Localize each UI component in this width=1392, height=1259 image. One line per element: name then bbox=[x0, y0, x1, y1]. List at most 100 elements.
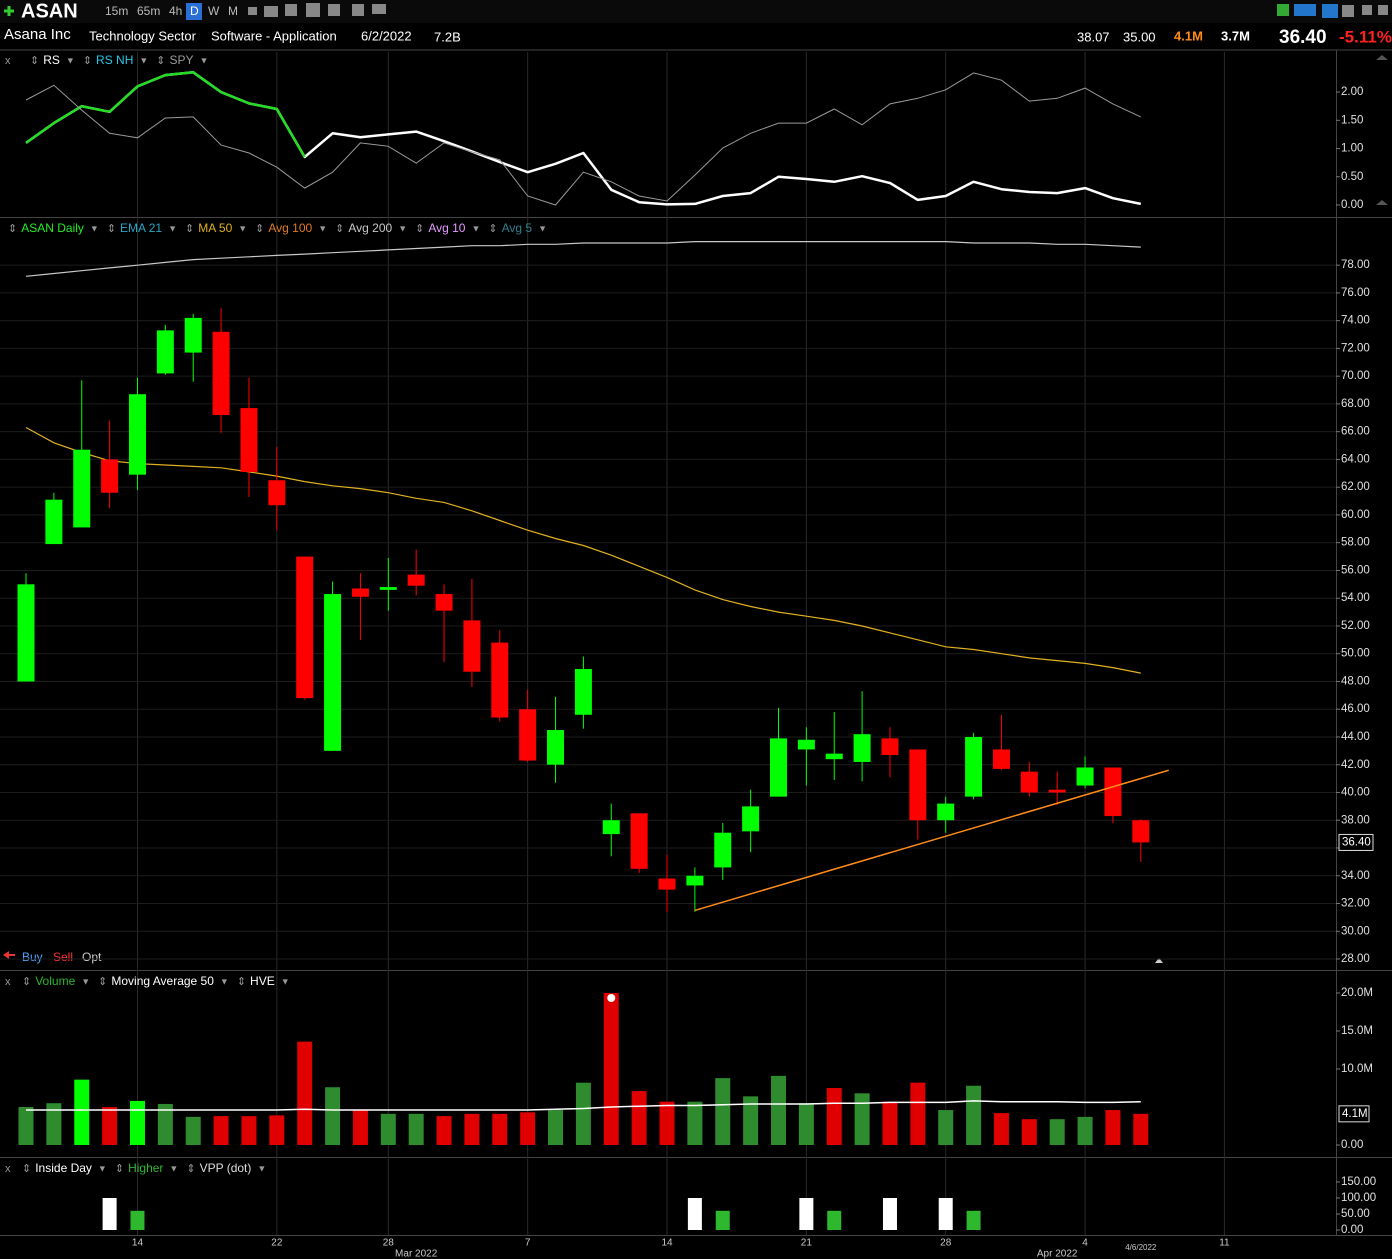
y-tick-label: 60.00 bbox=[1341, 509, 1370, 521]
sell-button[interactable]: Sell bbox=[53, 950, 73, 964]
y-tick-label: 30.00 bbox=[1341, 925, 1370, 937]
candle-body bbox=[324, 594, 342, 751]
y-tick-label: 40.00 bbox=[1341, 787, 1370, 799]
rs-new-high-line bbox=[25, 71, 306, 158]
day-low: 35.00 bbox=[1123, 29, 1156, 44]
legend-entry[interactable]: HVE bbox=[250, 974, 275, 988]
current-date: 4/6/2022 bbox=[1125, 1243, 1157, 1252]
y-tick-label: 0.00 bbox=[1341, 1224, 1363, 1236]
timeframe[interactable]: 65m bbox=[137, 4, 160, 18]
x-tick-label: 11 bbox=[1219, 1238, 1230, 1249]
line bbox=[25, 72, 1142, 206]
y-tick-label: 66.00 bbox=[1341, 426, 1370, 438]
legend-entry[interactable]: Avg 5 bbox=[502, 221, 533, 235]
candle-body bbox=[742, 806, 760, 832]
legend-entry[interactable]: EMA 21 bbox=[120, 221, 162, 235]
y-tick-label: 64.00 bbox=[1341, 453, 1370, 465]
bar bbox=[325, 1087, 341, 1145]
timeframe[interactable]: 15m bbox=[105, 4, 128, 18]
legend-dropdown: ▼ bbox=[281, 976, 290, 986]
timeframe[interactable]: W bbox=[208, 4, 220, 18]
y-tick-label: 54.00 bbox=[1341, 592, 1370, 604]
candle-body bbox=[73, 449, 91, 528]
candle-body bbox=[1020, 771, 1038, 793]
candle-body bbox=[1048, 789, 1066, 793]
bar bbox=[46, 1103, 62, 1145]
bar bbox=[770, 1075, 786, 1145]
legend-entry[interactable]: Avg 200 bbox=[348, 221, 392, 235]
legend-arrow: ⇕ bbox=[8, 223, 17, 235]
close-panel[interactable]: x bbox=[5, 976, 11, 988]
legend-arrow: ⇕ bbox=[488, 223, 497, 235]
legend-dropdown: ▼ bbox=[98, 1163, 107, 1173]
bar bbox=[297, 1041, 313, 1145]
bar bbox=[520, 1112, 536, 1145]
candle-body bbox=[797, 739, 815, 750]
bar bbox=[102, 1107, 118, 1145]
legend-entry[interactable]: Moving Average 50 bbox=[111, 974, 214, 988]
timeframe[interactable]: M bbox=[228, 4, 238, 18]
candle-body bbox=[769, 738, 787, 797]
y-tick-label: 42.00 bbox=[1341, 759, 1370, 771]
last-price: 36.40 bbox=[1279, 27, 1327, 48]
legend-entry[interactable]: Avg 100 bbox=[268, 221, 312, 235]
legend-entry[interactable]: Volume bbox=[35, 974, 75, 988]
buy-button[interactable]: Buy bbox=[22, 950, 43, 964]
candle-body bbox=[17, 584, 35, 682]
candle-body bbox=[351, 588, 369, 597]
y-tick-label: 78.00 bbox=[1341, 259, 1370, 271]
candle-body bbox=[212, 331, 230, 416]
legend-entry[interactable]: VPP (dot) bbox=[200, 1161, 252, 1175]
legend-entry[interactable]: MA 50 bbox=[198, 221, 232, 235]
legend-dropdown: ▼ bbox=[257, 1163, 266, 1173]
timeframe[interactable]: D bbox=[190, 4, 199, 18]
y-tick-label: 72.00 bbox=[1341, 342, 1370, 354]
toolbar-icons[interactable] bbox=[248, 3, 1388, 18]
bar bbox=[715, 1078, 731, 1145]
legend-entry[interactable]: Higher bbox=[128, 1161, 163, 1175]
bar bbox=[130, 1210, 145, 1230]
legend-arrow: ⇕ bbox=[335, 223, 344, 235]
moving-average bbox=[25, 426, 1141, 674]
bar bbox=[603, 993, 619, 1145]
legend-dropdown: ▼ bbox=[200, 55, 209, 65]
bar bbox=[157, 1103, 173, 1145]
y-tick-label: 10.0M bbox=[1341, 1063, 1373, 1075]
legend-entry[interactable]: SPY bbox=[170, 53, 194, 67]
close-panel[interactable]: x bbox=[5, 1163, 11, 1175]
legend-arrow: ⇕ bbox=[98, 976, 107, 988]
options-button[interactable]: Opt bbox=[82, 950, 102, 964]
trade-icon[interactable] bbox=[3, 951, 15, 959]
candle-body bbox=[45, 499, 63, 545]
legend-entry[interactable]: ASAN Daily bbox=[21, 221, 84, 235]
y-tick-label: 70.00 bbox=[1341, 370, 1370, 382]
legend-entry[interactable]: RS NH bbox=[96, 53, 133, 67]
bar bbox=[380, 1113, 396, 1145]
y-tick-label: 46.00 bbox=[1341, 703, 1370, 715]
legend-dropdown: ▼ bbox=[139, 55, 148, 65]
bar bbox=[799, 1198, 814, 1230]
bar bbox=[631, 1091, 647, 1145]
legend-arrow: ⇕ bbox=[255, 223, 264, 235]
y-tick-label: 58.00 bbox=[1341, 537, 1370, 549]
timeframe[interactable]: 4h bbox=[169, 4, 182, 18]
bar bbox=[854, 1093, 870, 1145]
bar bbox=[352, 1110, 368, 1145]
candle-body bbox=[881, 738, 899, 756]
date: 6/2/2022 bbox=[361, 28, 412, 43]
ticker[interactable]: ASAN bbox=[21, 0, 78, 22]
legend-dropdown: ▼ bbox=[398, 223, 407, 233]
candle-body bbox=[547, 730, 565, 765]
close-panel[interactable]: x bbox=[5, 55, 11, 67]
legend-entry[interactable]: Inside Day bbox=[35, 1161, 92, 1175]
legend-entry[interactable]: Avg 10 bbox=[428, 221, 465, 235]
y-tick-label: 1.50 bbox=[1341, 114, 1363, 126]
bar bbox=[1077, 1116, 1093, 1145]
bar bbox=[743, 1096, 759, 1145]
legend-arrow: ⇕ bbox=[186, 1163, 195, 1175]
legend-entry[interactable]: RS bbox=[43, 53, 60, 67]
add-icon[interactable] bbox=[4, 6, 14, 16]
bar bbox=[213, 1116, 229, 1145]
scroll-marker[interactable] bbox=[1155, 958, 1163, 963]
